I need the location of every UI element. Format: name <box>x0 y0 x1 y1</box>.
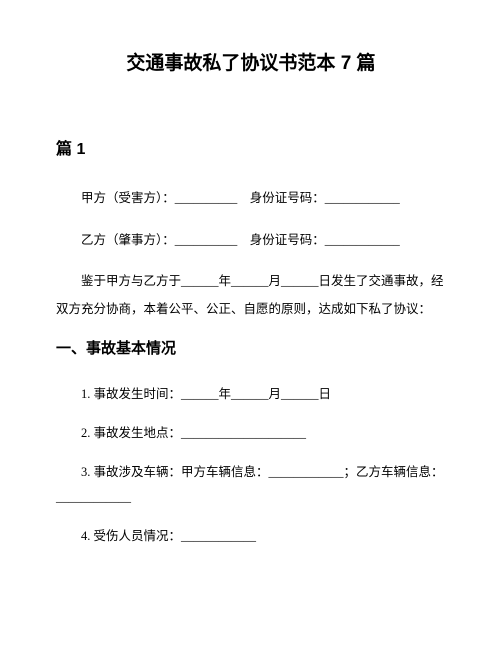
list-item-1: 1. 事故发生时间：______年______月______日 <box>56 382 446 407</box>
intro-paragraph: 鉴于甲方与乙方于______年______月______日发生了交通事故，经 双… <box>56 268 446 323</box>
party-b-line: 乙方（肇事方）：__________ 身份证号码：____________ <box>56 227 446 255</box>
list-item-3: 3. 事故涉及车辆：甲方车辆信息：____________；乙方车辆信息： __… <box>56 460 446 510</box>
list-item-2: 2. 事故发生地点：____________________ <box>56 421 446 446</box>
party-a-line: 甲方（受害方）：__________ 身份证号码：____________ <box>56 185 446 213</box>
section-1-header: 篇 1 <box>56 135 446 159</box>
list-item-4: 4. 受伤人员情况：____________ <box>56 524 446 549</box>
list-item-3-line2: ____________ <box>56 490 131 504</box>
heading-basic-situation: 一、事故基本情况 <box>56 337 446 358</box>
list-item-3-line1: 3. 事故涉及车辆：甲方车辆信息：____________；乙方车辆信息： <box>56 460 446 485</box>
intro-line-1: 鉴于甲方与乙方于______年______月______日发生了交通事故，经 <box>56 268 446 296</box>
intro-line-2: 双方充分协商，本着公平、公正、自愿的原则，达成如下私了协议： <box>56 302 431 316</box>
document-title: 交通事故私了协议书范本 7 篇 <box>56 48 446 75</box>
